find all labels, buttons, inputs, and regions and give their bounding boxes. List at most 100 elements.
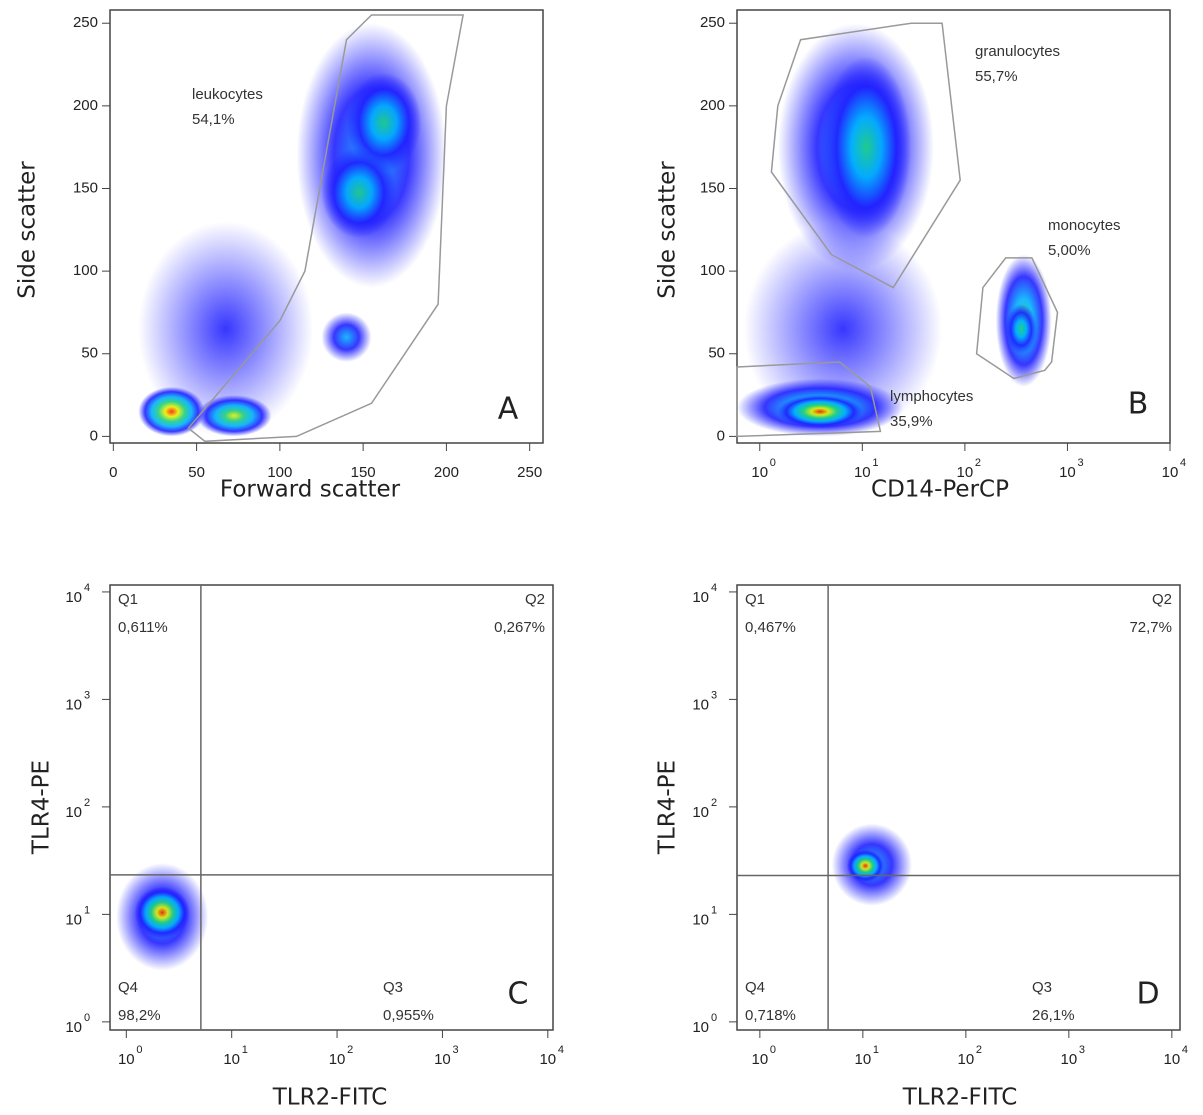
x-tick-label: 0	[109, 464, 117, 481]
x-tick-label: 10	[752, 1051, 769, 1068]
x-tick-label: 50	[188, 464, 205, 481]
y-tick-label: 150	[73, 179, 98, 196]
y-tick-sup: 1	[84, 904, 90, 916]
quadrant-value: 0,467%	[745, 619, 796, 636]
x-tick-sup: 2	[347, 1044, 353, 1056]
y-axis-title: TLR4-PE	[29, 760, 55, 855]
panel-letter: B	[1128, 387, 1149, 422]
x-tick-label: 200	[434, 464, 459, 481]
quadrant-name: Q3	[1032, 979, 1052, 996]
plot-frame	[109, 9, 544, 444]
quadrant-name: Q2	[1152, 591, 1172, 608]
y-tick-label: 200	[700, 97, 725, 114]
x-tick-label: 10	[329, 1051, 346, 1068]
y-tick-sup: 3	[84, 689, 90, 701]
y-tick-label: 10	[65, 911, 82, 928]
x-tick-label: 10	[434, 1051, 451, 1068]
y-tick-sup: 2	[711, 797, 717, 809]
density-cloud	[346, 72, 422, 172]
y-tick-label: 250	[700, 14, 725, 31]
plot-area	[737, 23, 1052, 437]
gate-value: 35,9%	[890, 413, 933, 430]
y-tick-label: 10	[692, 1019, 709, 1036]
x-tick-label: 10	[1061, 1051, 1078, 1068]
gate-name: monocytes	[1048, 217, 1121, 234]
quadrant-value: 72,7%	[1129, 619, 1172, 636]
x-axis-title: TLR2-FITC	[902, 1085, 1018, 1111]
quadrant-name: Q1	[745, 591, 765, 608]
x-tick-label: 10	[854, 464, 871, 481]
gate-value: 5,00%	[1048, 242, 1091, 259]
x-tick-sup: 3	[1079, 1044, 1085, 1056]
quadrant-value: 0,718%	[745, 1007, 796, 1024]
density-cloud	[1005, 304, 1037, 354]
gate	[975, 257, 1059, 380]
y-tick-label: 100	[73, 262, 98, 279]
x-tick-sup: 0	[136, 1044, 142, 1056]
gate	[770, 22, 961, 289]
x-tick-label: 10	[1059, 464, 1076, 481]
y-tick-label: 100	[700, 262, 725, 279]
x-tick-label: 150	[351, 464, 376, 481]
y-tick-label: 10	[65, 696, 82, 713]
quadrant-name: Q4	[118, 979, 138, 996]
quadrant-value: 0,955%	[383, 1007, 434, 1024]
y-tick-label: 10	[692, 589, 709, 606]
x-tick-label: 10	[539, 1051, 556, 1068]
x-axis-title: Forward scatter	[220, 477, 401, 503]
density-cloud	[846, 849, 884, 883]
y-tick-label: 10	[65, 804, 82, 821]
x-tick-label: 10	[1162, 464, 1179, 481]
x-tick-sup: 0	[770, 457, 776, 469]
x-tick-label: 10	[958, 1051, 975, 1068]
gate-value: 55,7%	[975, 68, 1018, 85]
y-axis-title: TLR4-PE	[655, 760, 681, 855]
x-tick-label: 10	[223, 1051, 240, 1068]
y-tick-label: 50	[81, 345, 98, 362]
density-cloud	[821, 56, 912, 239]
quadrant-name: Q3	[383, 979, 403, 996]
y-tick-sup: 0	[711, 1012, 717, 1024]
y-tick-label: 0	[90, 427, 98, 444]
plot-frame	[736, 9, 1171, 444]
quadrant-value: 0,267%	[494, 619, 545, 636]
density-cloud	[138, 386, 205, 437]
y-tick-sup: 4	[84, 582, 90, 594]
plot-area	[116, 863, 209, 971]
plot-area	[831, 823, 912, 906]
density-cloud	[777, 395, 863, 429]
density-cloud	[134, 886, 190, 939]
x-tick-sup: 0	[770, 1044, 776, 1056]
y-tick-sup: 2	[84, 797, 90, 809]
y-tick-label: 10	[692, 696, 709, 713]
density-cloud	[196, 395, 272, 437]
y-tick-label: 200	[73, 97, 98, 114]
x-tick-sup: 1	[872, 457, 878, 469]
y-tick-label: 10	[65, 1019, 82, 1036]
x-tick-label: 10	[751, 464, 768, 481]
y-tick-label: 10	[692, 804, 709, 821]
y-tick-sup: 0	[84, 1012, 90, 1024]
gate-name: lymphocytes	[890, 388, 973, 405]
quadrant-value: 0,611%	[118, 619, 168, 636]
plot-frame	[736, 584, 1181, 1031]
gate-name: leukocytes	[192, 86, 263, 103]
x-tick-sup: 3	[1077, 457, 1083, 469]
density-cloud	[321, 312, 372, 363]
y-axis-title: Side scatter	[15, 161, 41, 299]
x-tick-label: 250	[517, 464, 542, 481]
y-tick-label: 0	[717, 427, 725, 444]
quadrant-value: 26,1%	[1032, 1007, 1075, 1024]
x-tick-sup: 4	[1182, 1044, 1188, 1056]
x-axis-title: TLR2-FITC	[272, 1085, 388, 1111]
y-tick-sup: 1	[711, 904, 717, 916]
plot-frame	[109, 584, 554, 1031]
y-tick-label: 150	[700, 179, 725, 196]
gate	[736, 361, 882, 438]
x-tick-sup: 2	[976, 1044, 982, 1056]
x-tick-sup: 1	[873, 1044, 879, 1056]
x-tick-sup: 4	[1180, 457, 1186, 469]
y-tick-label: 10	[65, 589, 82, 606]
